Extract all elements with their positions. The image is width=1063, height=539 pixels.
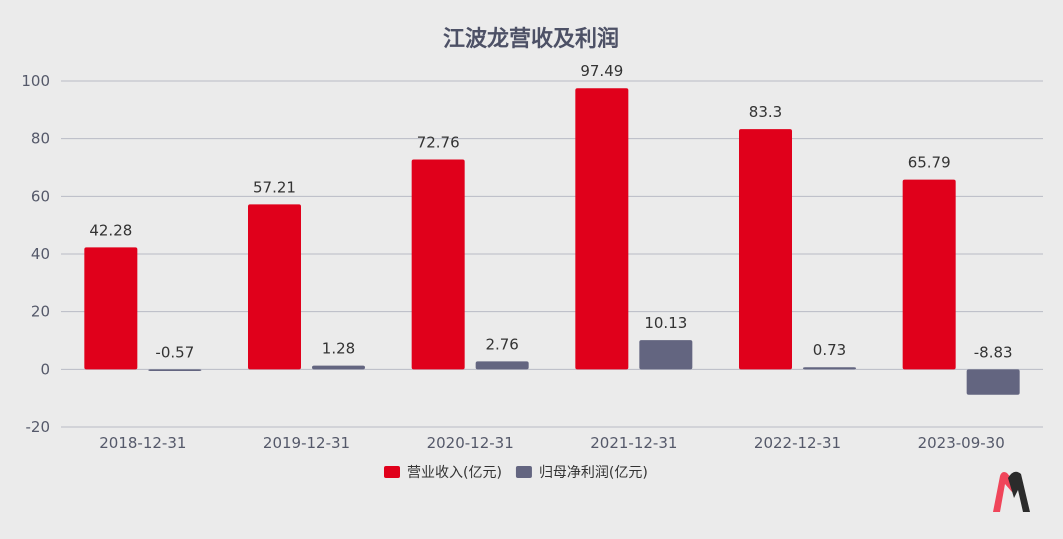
revenue-bar — [739, 129, 792, 370]
net-profit-data-label: -0.57 — [155, 343, 194, 361]
legend-item[interactable]: 归母净利润(亿元) — [515, 464, 648, 481]
y-tick-label: 20 — [31, 303, 50, 321]
net-profit-data-label: -8.83 — [974, 343, 1013, 361]
brand-logo-right-stroke — [1008, 471, 1030, 512]
legend-item[interactable]: 营业收入(亿元) — [384, 465, 502, 481]
chart-title: 江波龙营收及利润 — [443, 26, 619, 52]
y-tick-label: 40 — [31, 245, 50, 263]
y-tick-label: 80 — [31, 130, 50, 148]
y-tick-label: -20 — [26, 418, 51, 436]
net-profit-data-label: 2.76 — [485, 335, 518, 353]
net-profit-bar — [148, 369, 202, 371]
legend-label: 归母净利润(亿元) — [539, 464, 648, 481]
x-tick-label: 2023-09-30 — [918, 434, 1005, 452]
revenue-data-label: 72.76 — [417, 134, 460, 152]
net-profit-bar — [312, 365, 365, 370]
x-axis: 2018-12-31 2019-12-31 2020-12-31 2021-12-31… — [99, 434, 1005, 452]
y-axis: -20 0 20 40 60 80 100 — [21, 72, 50, 436]
net-profit-bar — [475, 361, 529, 370]
revenue-data-label: 65.79 — [908, 154, 951, 172]
legend-swatch — [515, 466, 532, 478]
revenue-data-label: 83.3 — [749, 103, 782, 121]
net-profit-data-label: 10.13 — [644, 314, 687, 332]
legend: 营业收入(亿元) 归母净利润(亿元) — [384, 464, 648, 481]
revenue-bar — [84, 247, 138, 370]
revenue-data-label: 42.28 — [89, 221, 132, 239]
x-tick-label: 2019-12-31 — [263, 434, 350, 452]
x-tick-label: 2022-12-31 — [754, 434, 841, 452]
revenue-bar — [902, 179, 956, 370]
x-tick-label: 2020-12-31 — [427, 434, 514, 452]
net-profit-bar — [803, 367, 856, 370]
bars — [84, 88, 1020, 395]
legend-label: 营业收入(亿元) — [407, 465, 502, 481]
y-tick-label: 60 — [31, 187, 50, 205]
revenue-bar — [248, 204, 301, 370]
y-tick-label: 0 — [40, 360, 50, 378]
x-tick-label: 2018-12-31 — [99, 434, 186, 452]
revenue-data-label: 57.21 — [253, 178, 296, 196]
revenue-data-label: 97.49 — [580, 62, 623, 80]
gridlines — [61, 80, 1043, 428]
net-profit-data-label: 1.28 — [322, 340, 355, 358]
net-profit-bar — [966, 369, 1020, 395]
x-tick-label: 2021-12-31 — [590, 434, 677, 452]
legend-swatch — [384, 466, 400, 478]
y-tick-label: 100 — [21, 72, 50, 90]
revenue-bar — [411, 159, 465, 370]
net-profit-bar — [639, 340, 693, 370]
net-profit-data-label: 0.73 — [813, 341, 846, 359]
brand-logo — [993, 471, 1030, 512]
revenue-bar — [575, 88, 629, 370]
data-labels: 42.28 57.21 72.76 97.49 83.3 65.79 -0.57 1.28 2.… — [89, 62, 1012, 361]
